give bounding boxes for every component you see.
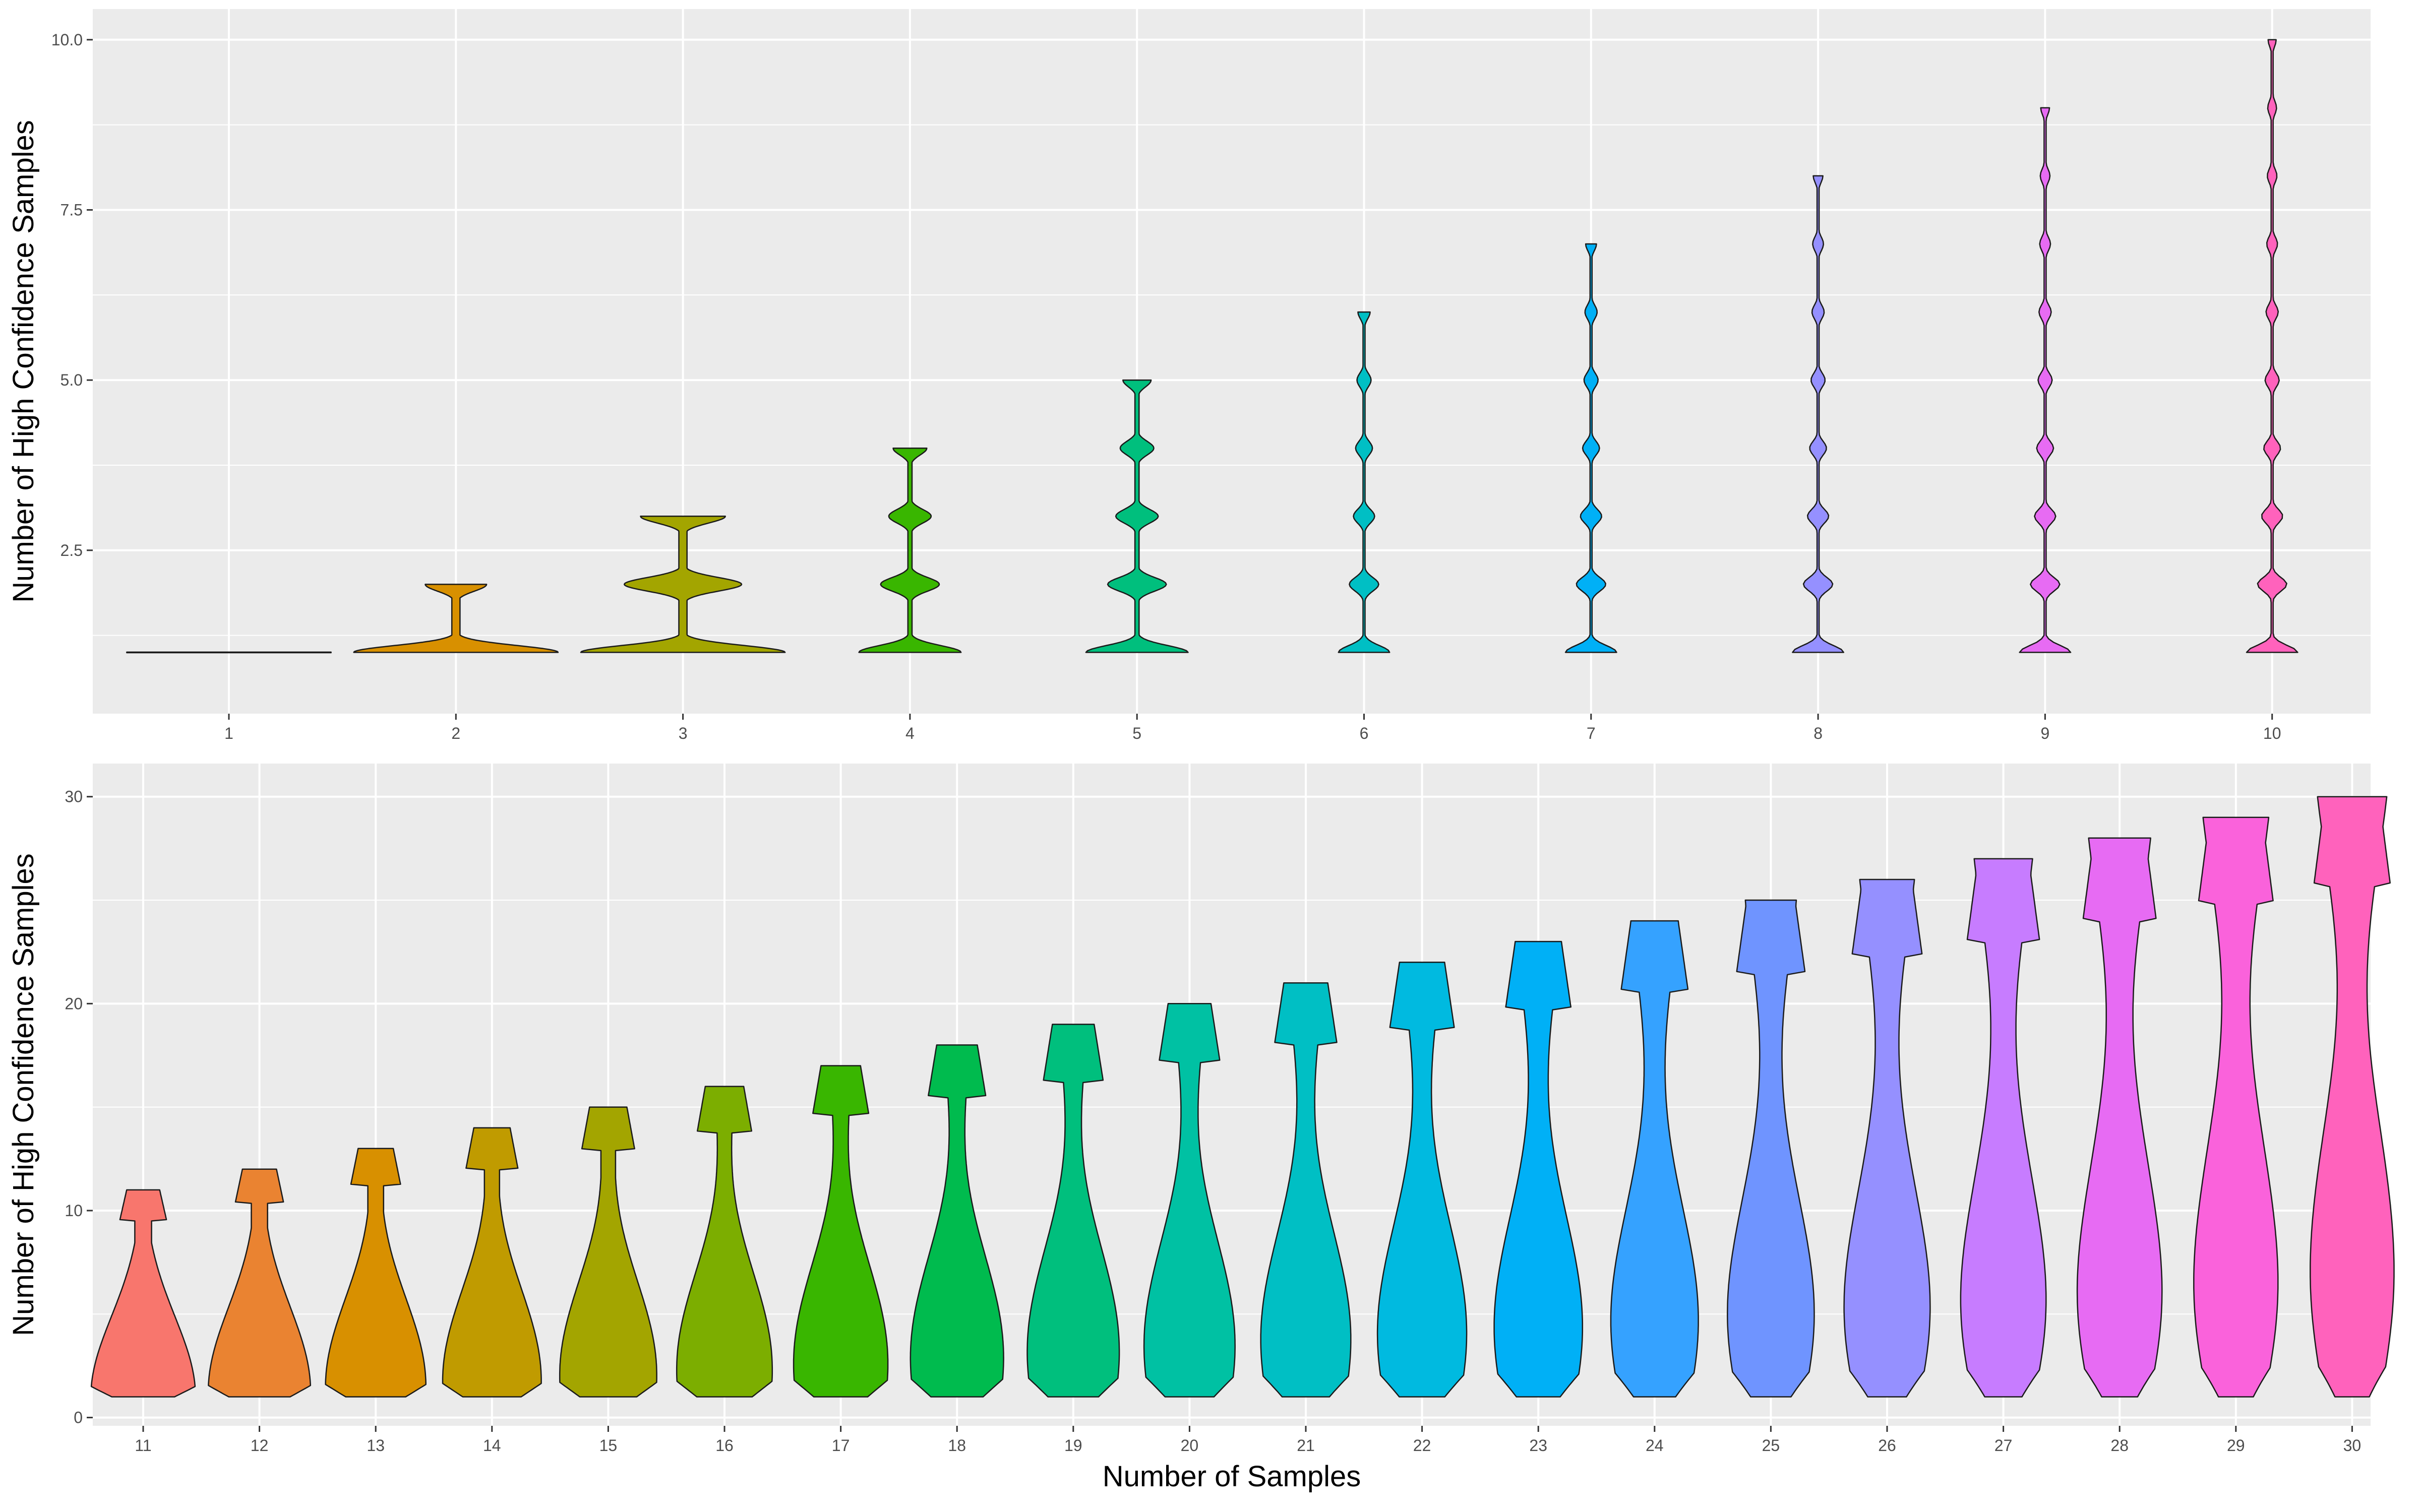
x-tick-label: 6 (1360, 724, 1369, 742)
bottom-violin-panel: 0 10 20 30 11 12 13 14 15 16 17 18 19 20 21 22 23 24 25 26 2… (7, 764, 2395, 1493)
violin-10 (2246, 39, 2298, 653)
y-tick-label: 10.0 (51, 31, 83, 49)
violin-11 (90, 1189, 196, 1398)
violin-29 (2193, 816, 2279, 1398)
violin-23 (1493, 940, 1584, 1398)
violin-14 (442, 1127, 542, 1398)
x-tick-label: 27 (1994, 1436, 2013, 1455)
x-tick-label: 28 (2110, 1436, 2129, 1455)
x-tick-label: 19 (1064, 1436, 1082, 1455)
x-tick-label: 25 (1762, 1436, 1780, 1455)
violin-16 (676, 1086, 773, 1398)
violin-19 (1026, 1024, 1120, 1398)
violin-28 (2076, 837, 2163, 1398)
violin-13 (325, 1148, 427, 1398)
x-tick-label: 1 (224, 724, 233, 742)
violin-1 (126, 651, 332, 654)
y-tick-label: 10 (65, 1202, 83, 1220)
y-axis-title: Number of High Confidence Samples (7, 120, 40, 602)
x-tick-label: 23 (1529, 1436, 1547, 1455)
x-tick-label: 18 (948, 1436, 966, 1455)
violin-27 (1960, 858, 2047, 1398)
violin-21 (1260, 982, 1352, 1398)
x-tick-label: 21 (1297, 1436, 1315, 1455)
x-tick-label: 9 (2041, 724, 2050, 742)
x-tick-label: 13 (367, 1436, 385, 1455)
violin-5 (1085, 379, 1189, 653)
y-tick-label: 0 (74, 1409, 83, 1427)
y-axis-title: Number of High Confidence Samples (7, 853, 40, 1336)
violin-24 (1610, 920, 1699, 1398)
x-tick-label: 29 (2227, 1436, 2245, 1455)
violin-30 (2310, 796, 2395, 1398)
violin-6 (1338, 311, 1390, 653)
violin-2 (353, 584, 559, 653)
x-tick-label: 5 (1132, 724, 1141, 742)
y-tick-label: 5.0 (60, 371, 83, 389)
violin-4 (858, 447, 962, 653)
x-tick-label: 30 (2343, 1436, 2362, 1455)
x-tick-label: 7 (1587, 724, 1596, 742)
y-tick-label: 2.5 (60, 541, 83, 559)
x-tick-label: 4 (905, 724, 915, 742)
violin-7 (1564, 243, 1617, 653)
violin-12 (208, 1168, 312, 1398)
x-tick-label: 14 (483, 1436, 501, 1455)
x-tick-label: 12 (251, 1436, 269, 1455)
y-tick-label: 20 (65, 994, 83, 1013)
panel-background (93, 9, 2371, 714)
violin-8 (1792, 175, 1845, 653)
violin-17 (793, 1065, 889, 1398)
x-tick-label: 10 (2263, 724, 2281, 742)
x-tick-label: 17 (832, 1436, 850, 1455)
x-tick-label: 15 (599, 1436, 618, 1455)
x-tick-label: 24 (1646, 1436, 1664, 1455)
violin-18 (910, 1044, 1004, 1398)
violin-26 (1843, 878, 1931, 1398)
violin-22 (1376, 961, 1468, 1398)
x-tick-label: 11 (135, 1436, 151, 1455)
x-tick-label: 26 (1878, 1436, 1896, 1455)
x-tick-label: 8 (1813, 724, 1823, 742)
violin-3 (580, 516, 786, 653)
violin-9 (2019, 107, 2072, 653)
violin-25 (1727, 899, 1815, 1398)
violin-20 (1143, 1003, 1236, 1398)
x-axis-title: Number of Samples (1103, 1460, 1361, 1493)
y-tick-label: 30 (65, 788, 83, 806)
x-tick-label: 2 (451, 724, 460, 742)
x-tick-label: 22 (1413, 1436, 1431, 1455)
y-tick-label: 7.5 (60, 201, 83, 219)
violin-15 (559, 1106, 657, 1398)
top-violin-panel: 2.5 5.0 7.5 10.0 1 2 3 4 5 6 7 8 9 10 Number of High C… (7, 9, 2371, 742)
x-tick-label: 16 (715, 1436, 734, 1455)
x-tick-label: 3 (679, 724, 688, 742)
x-tick-label: 20 (1181, 1436, 1199, 1455)
